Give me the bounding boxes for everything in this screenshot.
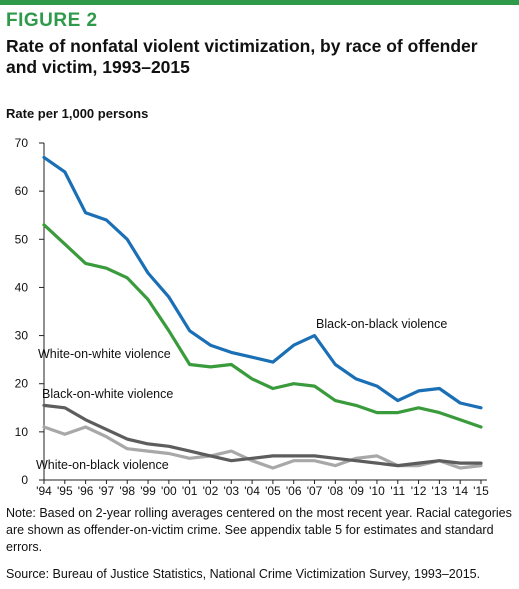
x-tick-label: '02 <box>203 484 219 498</box>
y-tick-label: 70 <box>15 136 29 150</box>
y-tick-label: 50 <box>15 232 29 246</box>
series-label-black-on-black-violence: Black-on-black violence <box>316 317 447 331</box>
series-line-black-on-white-violence <box>44 405 481 465</box>
figure-label: FIGURE 2 <box>6 10 98 32</box>
x-tick-label: '10 <box>369 484 385 498</box>
top-accent-rule <box>0 0 519 5</box>
y-tick-label: 60 <box>15 184 29 198</box>
x-tick-label: '97 <box>99 484 115 498</box>
x-tick-label: '09 <box>348 484 364 498</box>
series-line-black-on-black-violence <box>44 157 481 407</box>
y-tick-label: 10 <box>15 425 29 439</box>
x-tick-label: '99 <box>140 484 156 498</box>
y-tick-label: 30 <box>15 329 29 343</box>
series-label-black-on-white-violence: Black-on-white violence <box>42 387 173 401</box>
x-tick-label: '12 <box>411 484 427 498</box>
x-tick-label: '11 <box>390 484 405 498</box>
x-tick-label: '95 <box>57 484 73 498</box>
series-label-white-on-white-violence: White-on-white violence <box>38 347 171 361</box>
x-tick-label: '94 <box>36 484 52 498</box>
x-tick-label: '04 <box>244 484 260 498</box>
x-tick-label: '15 <box>473 484 489 498</box>
x-tick-label: '05 <box>265 484 281 498</box>
y-axis-label: Rate per 1,000 persons <box>6 106 148 121</box>
x-tick-label: '08 <box>328 484 344 498</box>
y-tick-label: 0 <box>21 473 28 487</box>
series-label-white-on-black-violence: White-on-black violence <box>36 458 169 472</box>
y-tick-label: 20 <box>15 377 29 391</box>
x-tick-label: '03 <box>223 484 239 498</box>
x-tick-label: '13 <box>432 484 448 498</box>
line-chart: 0 10 20 30 40 50 60 70 '94 '95 '96 '97 '98 '99 '00 '01 '… <box>0 125 519 505</box>
y-tick-label: 40 <box>15 280 29 294</box>
chart-source: Source: Bureau of Justice Statistics, Na… <box>6 567 516 581</box>
x-tick-label: '07 <box>307 484 323 498</box>
x-tick-label: '06 <box>286 484 302 498</box>
x-tick-label: '14 <box>452 484 468 498</box>
x-tick-label: '01 <box>182 484 198 498</box>
x-tick-label: '96 <box>78 484 94 498</box>
x-tick-label: '98 <box>119 484 135 498</box>
chart-note: Note: Based on 2-year rolling averages c… <box>6 505 514 556</box>
x-tick-label: '00 <box>161 484 177 498</box>
chart-title: Rate of nonfatal violent victimization, … <box>6 36 511 78</box>
